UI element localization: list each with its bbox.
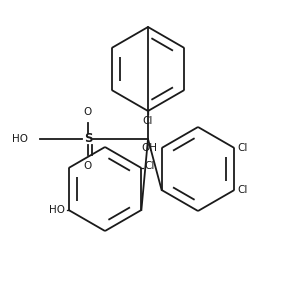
Text: Cl: Cl [238,143,248,153]
Text: O: O [84,161,92,171]
Text: OH: OH [142,143,158,153]
Text: HO: HO [12,134,28,144]
Text: Cl: Cl [144,161,155,171]
Text: O: O [84,107,92,117]
Text: Cl: Cl [143,116,153,126]
Text: S: S [84,133,92,146]
Text: Cl: Cl [238,185,248,195]
Text: HO: HO [49,205,65,215]
